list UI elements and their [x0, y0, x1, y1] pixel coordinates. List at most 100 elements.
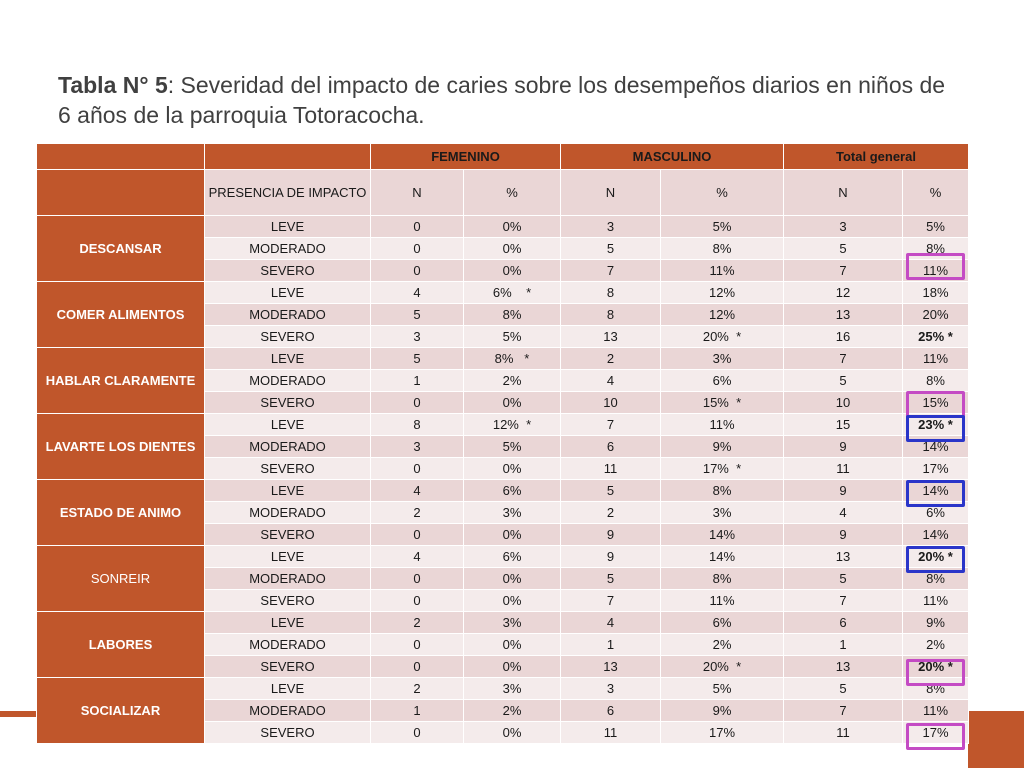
level-cell: SEVERO — [204, 655, 371, 678]
fem-pct-cell: 0% — [463, 523, 561, 546]
total-n-cell: 5 — [783, 567, 903, 590]
masc-n-cell: 7 — [560, 259, 661, 282]
fem-n-cell: 0 — [370, 633, 464, 656]
total-n-cell: 13 — [783, 303, 903, 326]
masc-n-cell: 4 — [560, 611, 661, 634]
header-masculino: MASCULINO — [560, 143, 784, 170]
masc-n-cell: 9 — [560, 545, 661, 568]
total-pct-cell: 14% — [902, 523, 969, 546]
masc-pct-cell: 3% — [660, 347, 784, 370]
fem-n-cell: 0 — [370, 215, 464, 238]
subheader-row: PRESENCIA DE IMPACTO N % N % N % — [36, 169, 969, 216]
table-row: ESTADO DE ANIMO LEVE 4 6% 5 8% 9 14% — [36, 479, 969, 546]
masc-pct-cell: 8% — [660, 237, 784, 260]
highlight-mark — [906, 253, 965, 280]
masc-pct-cell: 9% — [660, 699, 784, 722]
fem-pct-cell: 3% — [463, 501, 561, 524]
level-cell: SEVERO — [204, 259, 371, 282]
total-pct-cell: 5% — [902, 215, 969, 238]
table-row: COMER ALIMENTOS LEVE 4 6% * 8 12% 12 18% — [36, 281, 969, 348]
masc-pct-cell: 3% — [660, 501, 784, 524]
masc-pct-cell: 8% — [660, 567, 784, 590]
fem-n-cell: 0 — [370, 589, 464, 612]
fem-pct-cell: 5% — [463, 435, 561, 458]
total-pct-cell: 17% — [902, 721, 969, 744]
table-row: LABORES LEVE 2 3% 4 6% 6 9% — [36, 611, 969, 678]
accent-bar-right — [968, 711, 1024, 717]
masc-pct-cell: 6% — [660, 611, 784, 634]
category-cell: COMER ALIMENTOS — [36, 281, 205, 348]
subheader-n: N — [783, 169, 903, 216]
fem-pct-cell: 12% * — [463, 413, 561, 436]
total-n-cell: 7 — [783, 699, 903, 722]
subheader-n: N — [370, 169, 464, 216]
table-row: MODERADO 2 3% 2 3% 4 6% — [37, 501, 969, 524]
highlight-mark — [906, 391, 965, 418]
masc-pct-cell: 2% — [660, 633, 784, 656]
level-cell: LEVE — [204, 611, 371, 634]
level-cell: SEVERO — [204, 391, 371, 414]
masc-n-cell: 8 — [560, 303, 661, 326]
table-row: SOCIALIZAR LEVE 2 3% 3 5% 5 8% — [36, 677, 969, 744]
category-cell: ESTADO DE ANIMO — [36, 479, 205, 546]
total-n-cell: 16 — [783, 325, 903, 348]
fem-n-cell: 0 — [370, 523, 464, 546]
masc-pct-cell: 5% — [660, 215, 784, 238]
level-cell: MODERADO — [204, 303, 371, 326]
total-n-cell: 6 — [783, 611, 903, 634]
table-row: MODERADO 1 2% 6 9% 7 11% — [37, 699, 969, 722]
masc-n-cell: 11 — [560, 721, 661, 744]
fem-n-cell: 8 — [370, 413, 464, 436]
highlight-mark — [906, 415, 965, 442]
fem-n-cell: 2 — [370, 677, 464, 700]
total-pct-cell: 11% — [902, 699, 969, 722]
highlight-mark — [906, 723, 965, 750]
total-pct-cell: 15% — [902, 391, 969, 414]
fem-n-cell: 2 — [370, 611, 464, 634]
fem-pct-cell: 0% — [463, 589, 561, 612]
total-n-cell: 15 — [783, 413, 903, 436]
fem-n-cell: 5 — [370, 303, 464, 326]
fem-n-cell: 3 — [370, 435, 464, 458]
masc-pct-cell: 5% — [660, 677, 784, 700]
masc-pct-cell: 12% — [660, 281, 784, 304]
masc-n-cell: 8 — [560, 281, 661, 304]
fem-pct-cell: 0% — [463, 721, 561, 744]
total-pct-cell: 2% — [902, 633, 969, 656]
fem-n-cell: 0 — [370, 457, 464, 480]
total-pct-cell: 11% — [902, 589, 969, 612]
fem-n-cell: 5 — [370, 347, 464, 370]
masc-n-cell: 2 — [560, 347, 661, 370]
table-row: SEVERO 0 0% 9 14% 9 14% — [37, 523, 969, 546]
total-pct-cell: 11% — [902, 347, 969, 370]
level-cell: MODERADO — [204, 237, 371, 260]
category-cell: DESCANSAR — [36, 215, 205, 282]
fem-n-cell: 0 — [370, 567, 464, 590]
fem-n-cell: 3 — [370, 325, 464, 348]
masc-pct-cell: 14% — [660, 545, 784, 568]
fem-pct-cell: 8% * — [463, 347, 561, 370]
total-n-cell: 3 — [783, 215, 903, 238]
fem-n-cell: 0 — [370, 259, 464, 282]
header-total: Total general — [783, 143, 969, 170]
category-cell: SONREIR — [36, 545, 205, 612]
level-cell: LEVE — [204, 479, 371, 502]
fem-n-cell: 0 — [370, 391, 464, 414]
masc-n-cell: 7 — [560, 589, 661, 612]
masc-n-cell: 3 — [560, 215, 661, 238]
accent-bar-left — [0, 711, 38, 717]
highlight-mark — [906, 659, 965, 686]
masc-n-cell: 5 — [560, 479, 661, 502]
total-n-cell: 10 — [783, 391, 903, 414]
level-cell: LEVE — [204, 677, 371, 700]
masc-n-cell: 13 — [560, 655, 661, 678]
category-cell: LABORES — [36, 611, 205, 678]
subheader-n: N — [560, 169, 661, 216]
level-cell: LEVE — [204, 413, 371, 436]
table-row: SONREIR LEVE 4 6% 9 14% 13 20% * — [36, 545, 969, 612]
subheader-presencia: PRESENCIA DE IMPACTO — [204, 169, 371, 216]
masc-pct-cell: 20% * — [660, 325, 784, 348]
fem-pct-cell: 0% — [463, 259, 561, 282]
fem-n-cell: 1 — [370, 699, 464, 722]
level-cell: MODERADO — [204, 567, 371, 590]
